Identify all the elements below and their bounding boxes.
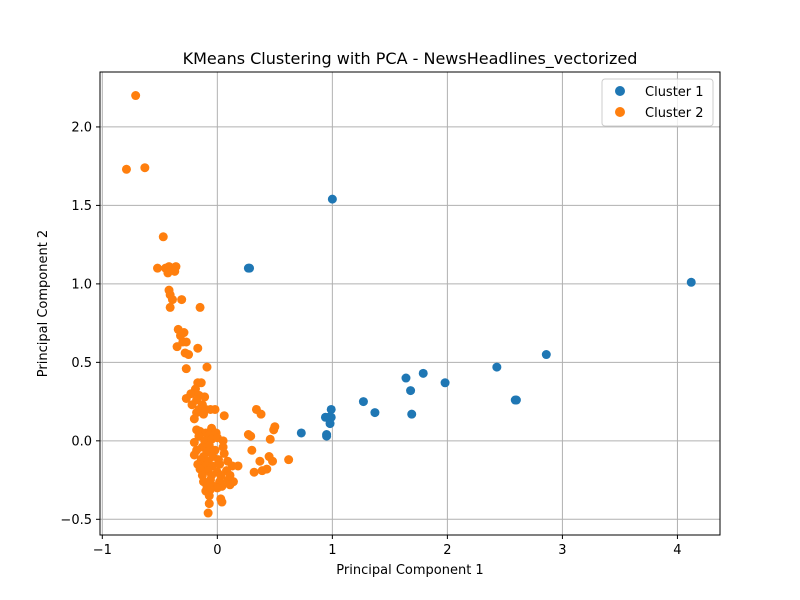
x-tick-label: 4 [673,543,681,558]
data-point-cluster-2 [268,456,278,466]
legend: Cluster 1 Cluster 2 [601,78,714,127]
y-tick-label: 0.5 [71,356,92,371]
data-point-cluster-2 [210,404,220,414]
data-point-cluster-1 [418,368,428,378]
data-point-cluster-1 [541,350,551,360]
x-tick-label: 2 [443,543,451,558]
data-point-cluster-2 [219,448,229,458]
data-point-cluster-2 [203,508,213,518]
data-point-cluster-2 [181,393,191,403]
data-point-cluster-1 [686,277,696,287]
data-point-cluster-2 [140,163,150,173]
data-point-cluster-2 [204,491,214,501]
legend-label-cluster-1: Cluster 1 [645,85,704,100]
x-axis-label: Principal Component 1 [336,563,483,578]
data-point-cluster-1 [296,428,306,438]
data-point-cluster-1 [406,386,416,396]
legend-marker-cluster-1 [615,86,625,96]
data-point-cluster-2 [189,414,199,424]
data-points [121,91,696,518]
x-tick-label: −1 [93,543,112,558]
data-point-cluster-2 [189,437,199,447]
data-point-cluster-2 [165,302,175,312]
data-point-cluster-2 [233,461,243,471]
x-tick-label: 3 [558,543,566,558]
data-point-cluster-2 [170,266,180,276]
data-point-cluster-1 [401,373,411,383]
data-point-cluster-2 [215,459,225,469]
data-point-cluster-2 [199,409,209,419]
data-point-cluster-1 [327,194,337,204]
data-point-cluster-2 [167,295,177,305]
data-point-cluster-2 [219,411,229,421]
data-point-cluster-1 [440,378,450,388]
plot-area-frame [99,71,721,536]
data-point-cluster-2 [177,295,187,305]
data-point-cluster-2 [284,455,294,465]
x-tick-label: 0 [213,543,221,558]
data-point-cluster-1 [511,395,521,405]
data-point-cluster-2 [163,268,173,278]
data-point-cluster-2 [212,483,222,493]
data-point-cluster-1 [322,431,332,441]
axis-ticks: −1 0 1 2 3 4 −0.5 0.0 0.5 1.0 1.5 2.0 [60,120,681,558]
data-point-cluster-2 [195,302,205,312]
y-tick-label: 2.0 [71,120,92,135]
data-point-cluster-2 [181,364,191,374]
data-point-cluster-2 [200,392,210,402]
data-point-cluster-2 [255,456,265,466]
data-point-cluster-1 [492,362,502,372]
data-point-cluster-1 [370,408,380,418]
y-tick-label: −0.5 [60,513,92,528]
data-point-cluster-2 [196,378,206,388]
legend-marker-cluster-2 [615,107,625,117]
legend-label-cluster-2: Cluster 2 [645,106,704,121]
y-tick-label: 1.5 [71,199,92,214]
x-tick-label: 1 [328,543,336,558]
legend-box [601,78,714,127]
data-point-cluster-2 [158,232,168,242]
y-tick-label: 1.0 [71,277,92,292]
data-point-cluster-1 [407,409,417,419]
y-axis-label: Principal Component 2 [36,230,51,377]
data-point-cluster-1 [245,263,255,273]
chart-title: KMeans Clustering with PCA - NewsHeadlin… [183,49,638,69]
data-point-cluster-2 [218,436,228,446]
data-point-cluster-2 [204,499,214,509]
data-point-cluster-2 [153,263,163,273]
data-point-cluster-2 [249,467,259,477]
data-point-cluster-2 [131,91,141,101]
data-point-cluster-2 [181,337,191,347]
data-point-cluster-2 [184,350,194,360]
data-point-cluster-2 [262,464,272,474]
data-point-cluster-1 [325,419,335,429]
data-point-cluster-2 [187,400,197,410]
data-point-cluster-2 [247,445,257,455]
data-point-cluster-2 [202,362,212,372]
data-point-cluster-2 [270,422,280,432]
data-point-cluster-1 [326,404,336,414]
data-point-cluster-2 [193,343,203,353]
data-point-cluster-2 [172,342,182,352]
data-point-cluster-2 [246,431,256,441]
data-point-cluster-2 [225,480,235,490]
data-point-cluster-2 [121,164,131,174]
data-point-cluster-1 [358,397,368,407]
data-point-cluster-2 [189,450,199,460]
data-point-cluster-2 [217,497,227,507]
data-point-cluster-2 [265,434,275,444]
data-point-cluster-2 [256,409,266,419]
y-tick-label: 0.0 [71,434,92,449]
